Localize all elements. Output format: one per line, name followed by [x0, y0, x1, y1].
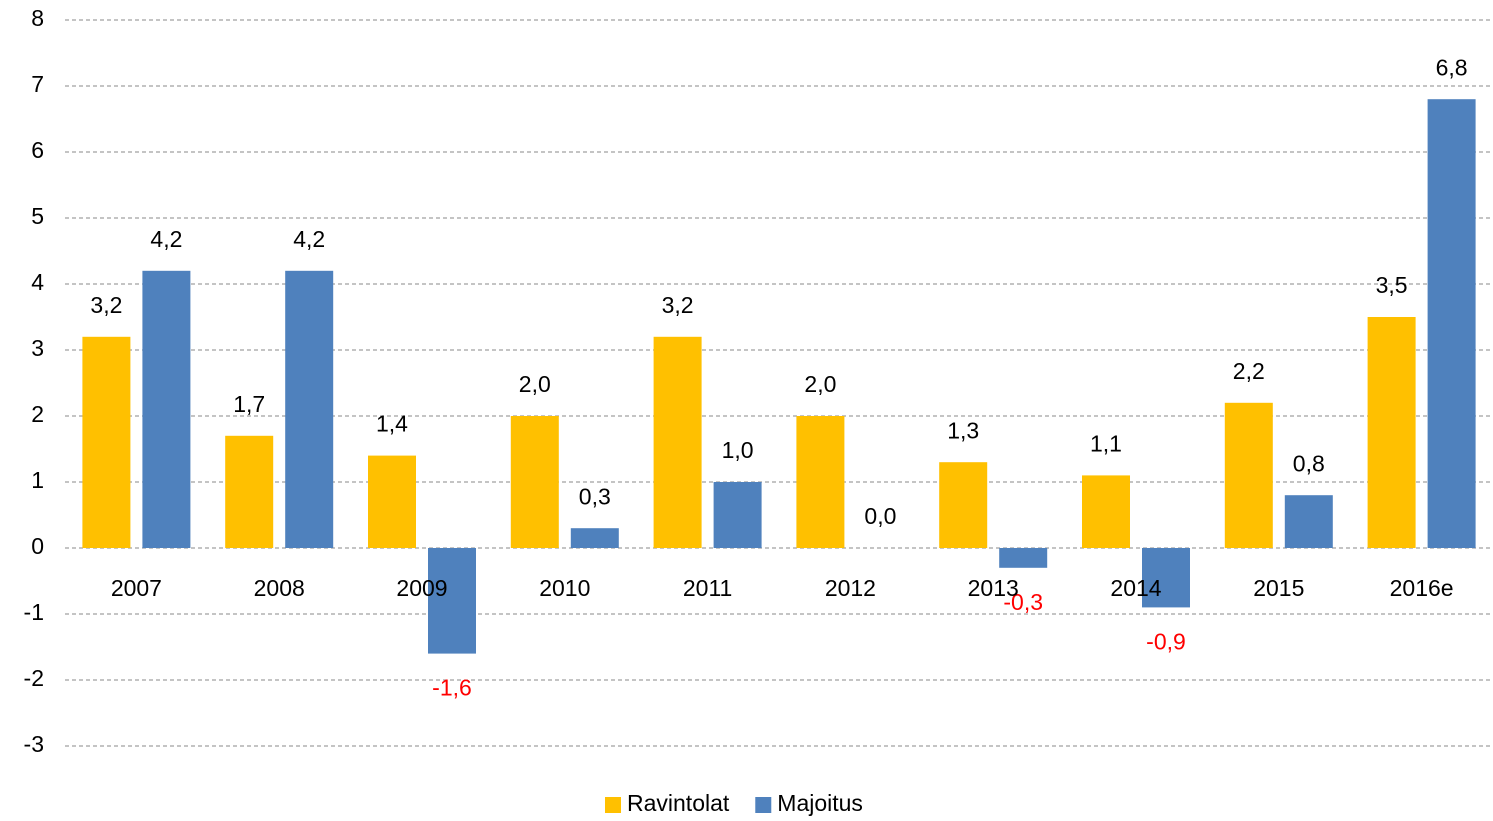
bar [368, 455, 416, 548]
legend-label: Ravintolat [627, 790, 730, 816]
value-label: 1,7 [233, 391, 265, 417]
bar [713, 482, 762, 548]
legend-swatch [605, 797, 621, 813]
bar [1224, 402, 1273, 548]
x-tick-label: 2014 [1110, 575, 1161, 601]
bar [939, 462, 988, 548]
value-label: 2,0 [804, 371, 836, 397]
x-tick-label: 2007 [111, 575, 162, 601]
bar [1142, 548, 1190, 608]
y-tick-label: -2 [24, 665, 44, 691]
bar [1284, 495, 1333, 548]
value-label: 3,2 [90, 292, 122, 318]
bar [1082, 475, 1130, 548]
x-tick-label: 2008 [254, 575, 305, 601]
value-label: 3,2 [662, 292, 694, 318]
x-tick-label: 2015 [1253, 575, 1304, 601]
value-label: 1,3 [947, 417, 979, 443]
value-label: 1,0 [722, 437, 754, 463]
bar [285, 270, 334, 548]
value-label: -0,9 [1146, 628, 1186, 654]
x-tick-label: 2011 [683, 575, 732, 601]
value-label: 2,0 [519, 371, 551, 397]
value-label: 3,5 [1376, 272, 1408, 298]
bar [999, 548, 1048, 568]
bar [570, 528, 619, 548]
value-label: 2,2 [1233, 358, 1265, 384]
x-tick-label: 2010 [539, 575, 590, 601]
bar [653, 336, 702, 548]
x-tick-label: 2016e [1390, 575, 1454, 601]
value-label: 0,0 [864, 503, 896, 529]
value-label: 0,3 [579, 483, 611, 509]
y-tick-label: 7 [31, 71, 44, 97]
value-label: 4,2 [293, 226, 325, 252]
value-label: -1,6 [432, 675, 472, 701]
x-tick-label: 2012 [825, 575, 876, 601]
x-tick-label: 2013 [968, 575, 1019, 601]
legend-label: Majoitus [777, 790, 863, 816]
y-tick-label: 5 [31, 203, 44, 229]
y-tick-label: 3 [31, 335, 44, 361]
y-tick-label: -1 [24, 599, 44, 625]
y-tick-label: 8 [31, 5, 44, 31]
value-label: 4,2 [150, 226, 182, 252]
y-tick-label: 4 [31, 269, 44, 295]
y-tick-label: -3 [24, 731, 44, 757]
x-tick-label: 2009 [396, 575, 447, 601]
value-label: -0,3 [1003, 589, 1043, 615]
bar [510, 416, 559, 548]
value-label: 1,4 [376, 411, 408, 437]
bar [225, 435, 274, 548]
bar [796, 416, 845, 548]
value-label: 0,8 [1293, 450, 1325, 476]
legend-swatch [755, 797, 772, 813]
bar [1427, 99, 1476, 548]
y-tick-label: 6 [31, 137, 44, 163]
bar [1367, 317, 1416, 548]
bar [428, 548, 476, 654]
bar [82, 336, 131, 548]
y-tick-label: 1 [31, 467, 44, 493]
bar [142, 270, 191, 548]
value-label: 1,1 [1090, 430, 1122, 456]
y-tick-label: 2 [31, 401, 44, 427]
value-label: 6,8 [1436, 54, 1468, 80]
y-tick-label: 0 [31, 533, 44, 559]
